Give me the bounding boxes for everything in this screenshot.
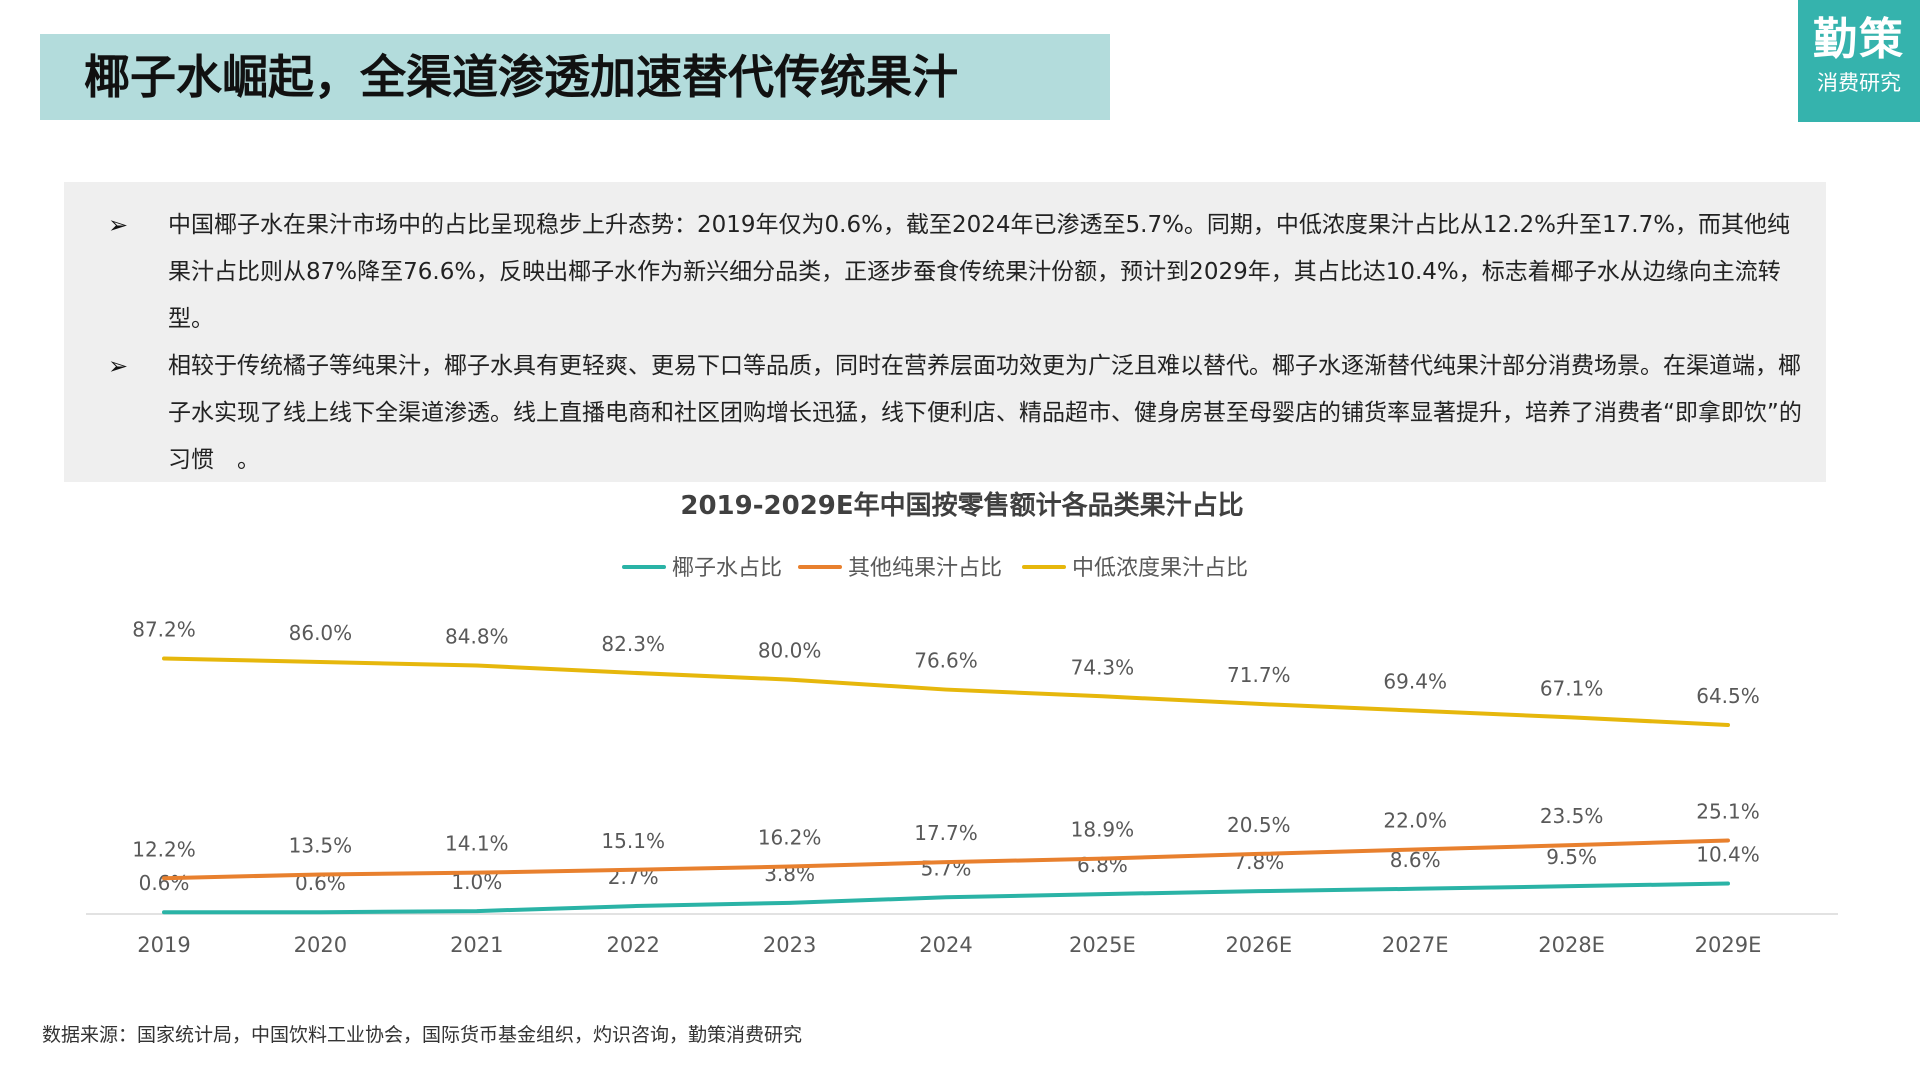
data-label: 13.5% bbox=[289, 833, 353, 857]
data-source-note: 数据来源：国家统计局，中国饮料工业协会，国际货币基金组织，灼识咨询，勤策消费研究 bbox=[42, 1024, 803, 1046]
data-label: 69.4% bbox=[1383, 670, 1447, 694]
data-label: 20.5% bbox=[1227, 813, 1291, 837]
bullet-text: 中国椰子水在果汁市场中的占比呈现稳步上升态势：2019年仅为0.6%，截至202… bbox=[168, 212, 1791, 332]
data-label: 76.6% bbox=[914, 649, 978, 673]
x-tick-label: 2029E bbox=[1695, 933, 1762, 957]
data-label: 23.5% bbox=[1540, 804, 1604, 828]
data-label: 71.7% bbox=[1227, 663, 1291, 687]
arrow-bullet-icon: ➢ bbox=[108, 211, 129, 239]
x-tick-label: 2022 bbox=[606, 933, 659, 957]
data-label: 87.2% bbox=[132, 618, 196, 642]
x-tick-label: 2028E bbox=[1538, 933, 1605, 957]
legend-label: 中低浓度果汁占比 bbox=[1072, 556, 1248, 581]
line-chart: 2019-2029E年中国按零售额计各品类果汁占比 椰子水占比 其他纯果汁占比 中低… bbox=[86, 490, 1838, 957]
data-label: 17.7% bbox=[914, 821, 978, 845]
data-label: 86.0% bbox=[289, 621, 353, 645]
series-line-1 bbox=[162, 838, 1730, 881]
logo-sub-text: 消费研究 bbox=[1817, 71, 1901, 95]
data-label: 22.0% bbox=[1383, 809, 1447, 833]
data-label: 67.1% bbox=[1540, 676, 1604, 700]
series-line-2 bbox=[162, 656, 1730, 728]
x-tick-label: 2023 bbox=[763, 933, 816, 957]
data-label: 82.3% bbox=[601, 632, 665, 656]
data-label: 74.3% bbox=[1071, 655, 1135, 679]
x-tick-label: 2026E bbox=[1225, 933, 1292, 957]
legend-label: 其他纯果汁占比 bbox=[848, 556, 1002, 581]
data-label: 10.4% bbox=[1696, 843, 1760, 867]
data-label: 9.5% bbox=[1546, 845, 1597, 869]
bullet-text: 相较于传统橘子等纯果汁，椰子水具有更轻爽、更易下口等品质，同时在营养层面功效更为… bbox=[168, 353, 1802, 473]
x-tick-label: 2019 bbox=[137, 933, 190, 957]
data-label: 15.1% bbox=[601, 829, 665, 853]
legend-label: 椰子水占比 bbox=[672, 556, 782, 581]
data-label: 18.9% bbox=[1071, 818, 1135, 842]
chart-title: 2019-2029E年中国按零售额计各品类果汁占比 bbox=[680, 490, 1243, 521]
x-tick-label: 2021 bbox=[450, 933, 503, 957]
arrow-bullet-icon: ➢ bbox=[108, 352, 129, 380]
series-line-0 bbox=[162, 881, 1730, 915]
data-label: 80.0% bbox=[758, 639, 822, 663]
x-tick-label: 2024 bbox=[919, 933, 972, 957]
data-label: 64.5% bbox=[1696, 684, 1760, 708]
summary-box: ➢ 中国椰子水在果汁市场中的占比呈现稳步上升态势：2019年仅为0.6%，截至2… bbox=[64, 182, 1826, 482]
page-title: 椰子水崛起，全渠道渗透加速替代传统果汁 bbox=[84, 50, 958, 104]
title-banner: 椰子水崛起，全渠道渗透加速替代传统果汁 bbox=[40, 34, 1110, 120]
chart-legend: 椰子水占比 其他纯果汁占比 中低浓度果汁占比 bbox=[622, 556, 1248, 581]
data-label: 16.2% bbox=[758, 826, 822, 850]
data-label: 14.1% bbox=[445, 832, 509, 856]
data-label: 84.8% bbox=[445, 625, 509, 649]
x-tick-label: 2025E bbox=[1069, 933, 1136, 957]
data-label: 25.1% bbox=[1696, 799, 1760, 823]
x-tick-label: 2020 bbox=[294, 933, 347, 957]
x-tick-label: 2027E bbox=[1382, 933, 1449, 957]
data-label: 12.2% bbox=[132, 837, 196, 861]
data-label: 0.6% bbox=[139, 871, 190, 895]
brand-logo: 勤策 消费研究 bbox=[1798, 0, 1920, 122]
logo-main-text: 勤策 bbox=[1813, 14, 1905, 65]
